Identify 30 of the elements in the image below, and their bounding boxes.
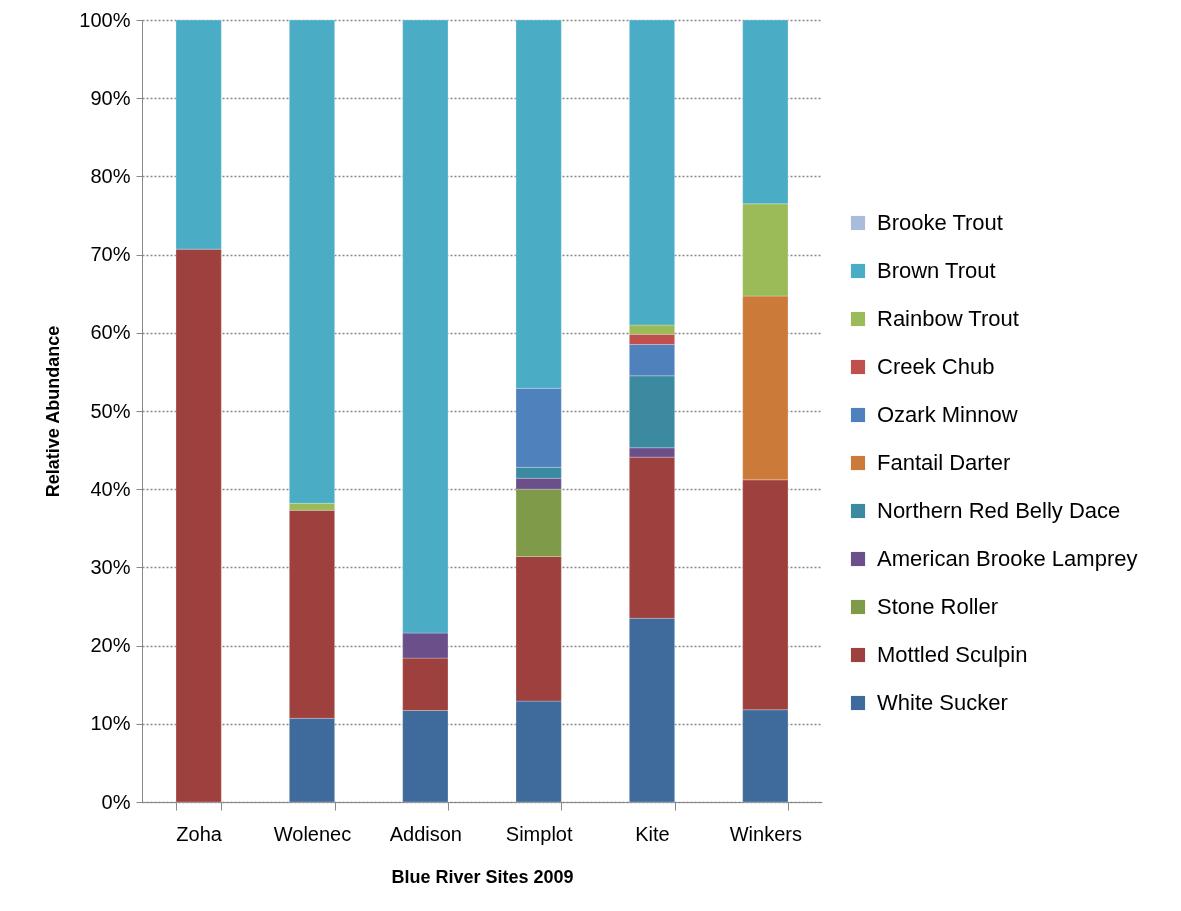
y-axis-title: Relative Abundance xyxy=(43,325,64,498)
y-tick-label: 10% xyxy=(90,712,131,735)
x-tick-label: Zoha xyxy=(176,822,223,845)
y-tick-label: 50% xyxy=(90,399,131,422)
legend-label: Brown Trout xyxy=(877,258,996,283)
legend-label: Ozark Minnow xyxy=(877,402,1018,427)
legend-label: Brooke Trout xyxy=(877,210,1003,235)
x-tick-label: Winkers xyxy=(729,822,802,845)
legend-label: Northern Red Belly Dace xyxy=(877,498,1121,523)
legend-label: Creek Chub xyxy=(877,354,995,379)
y-tick-label: 100% xyxy=(79,8,131,31)
y-tick-label: 60% xyxy=(90,321,131,344)
x-tick-label: Simplot xyxy=(505,822,573,845)
legend-label: Fantail Darter xyxy=(877,450,1011,475)
x-tick-label: Wolenec xyxy=(273,822,352,845)
x-tick-label: Addison xyxy=(389,822,462,845)
x-axis-title: Blue River Sites 2009 xyxy=(391,866,574,887)
y-tick-label: 90% xyxy=(90,86,131,109)
y-tick-label: 30% xyxy=(90,555,131,578)
legend-label: Rainbow Trout xyxy=(877,306,1019,331)
legend-label: Stone Roller xyxy=(877,594,999,619)
y-tick-label: 40% xyxy=(90,477,131,500)
y-tick-label: 70% xyxy=(90,243,131,266)
y-tick-label: 20% xyxy=(90,634,131,657)
legend-label: American Brooke Lamprey xyxy=(877,546,1138,571)
x-tick-label: Kite xyxy=(635,822,670,845)
y-tick-label: 80% xyxy=(90,164,131,187)
legend-label: Mottled Sculpin xyxy=(877,642,1028,667)
y-tick-label: 0% xyxy=(101,790,131,813)
legend-label: White Sucker xyxy=(877,690,1008,715)
